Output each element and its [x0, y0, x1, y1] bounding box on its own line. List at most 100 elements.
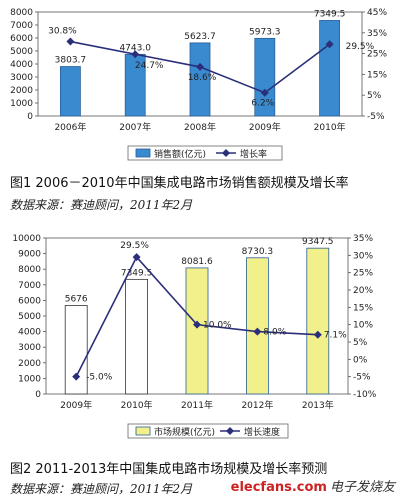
bar-value-label: 7349.5: [121, 268, 153, 278]
growth-label: 30.8%: [48, 27, 77, 37]
x-tick-label: 2007年: [119, 121, 151, 133]
y-right-tick-label: -5%: [353, 373, 371, 383]
chart-1-svg: 0 1000 2000 3000 4000 5000 6000 7000 8000 -5% 5% 15…: [10, 8, 387, 161]
watermark-brand: elecfans.com: [230, 480, 327, 495]
y-left-tick-label: 1000: [10, 99, 33, 109]
bar-value-label: 7349.5: [314, 9, 346, 19]
bar: [245, 257, 269, 395]
growth-label: -5.0%: [86, 373, 113, 383]
bar-value-label: 4743.0: [119, 43, 151, 53]
legend-bar-swatch: [135, 148, 151, 158]
chart-2-svg: 0 1000 2000 3000 4000 5000 6000 7000 8000 9000 100…: [12, 234, 377, 439]
growth-point: [132, 253, 141, 262]
y-left-tick-label: 5000: [10, 47, 33, 57]
y-left-tick-label: 4000: [10, 60, 33, 70]
bar: [185, 267, 209, 395]
bar-value-label: 9347.5: [302, 237, 334, 247]
y-left-tick-label: 4000: [18, 328, 41, 338]
y-right-tick-label: 20%: [353, 286, 373, 296]
bar: [189, 42, 211, 117]
y-left-tick-label: 6000: [10, 34, 33, 44]
elecfans-watermark: elecfans.com 电子发烧友: [231, 476, 395, 495]
y-right-tick-label: -10%: [353, 390, 377, 400]
legend: 销售额(亿元) 增长率: [127, 145, 283, 161]
bar: [64, 305, 88, 395]
legend-line-label: 增长速度: [244, 426, 280, 438]
y-right-tick-label: -5%: [367, 112, 385, 122]
y-right-tick-label: 15%: [353, 303, 373, 313]
bar-value-label: 5973.3: [249, 27, 281, 37]
bar-value-label: 8730.3: [242, 247, 274, 257]
legend-bar-swatch: [135, 426, 151, 436]
growth-label: 8.0%: [263, 328, 286, 338]
growth-point: [196, 62, 204, 71]
y-left-tick-label: 2000: [18, 359, 41, 369]
chart-1-sales-scale: 0 1000 2000 3000 4000 5000 6000 7000 8000 -5% 5% 15…: [0, 0, 401, 168]
x-tick-label: 2008年: [184, 121, 216, 133]
chart-1-source: 数据来源：赛迪顾问，2011年2月: [10, 198, 193, 212]
y-left-tick-label: 1000: [18, 374, 41, 384]
chart-2-forecast: 0 1000 2000 3000 4000 5000 6000 7000 8000 9000 100…: [0, 228, 401, 460]
legend-bar-label: 销售额(亿元): [154, 148, 206, 160]
y-right-tick-label: 45%: [367, 8, 387, 18]
bar: [319, 20, 341, 117]
growth-label: 6.2%: [251, 99, 274, 109]
y-right-tick-label: 0%: [353, 355, 368, 365]
y-left-tick-label: 3000: [18, 343, 41, 353]
legend-bar-label: 市场规模(亿元): [154, 426, 215, 438]
y-right-tick-label: 5%: [353, 338, 368, 348]
growth-point: [131, 50, 140, 59]
bar-value-label: 8081.6: [181, 257, 213, 267]
y-left-tick-label: 7000: [10, 21, 33, 31]
bar-value-label: 5676: [65, 294, 88, 304]
x-tick-label: 2009年: [249, 121, 281, 133]
y-right-tick-label: 35%: [367, 29, 387, 39]
y-left-tick-label: 6000: [18, 296, 41, 306]
growth-label: 7.1%: [324, 331, 347, 341]
legend-box: [127, 145, 283, 161]
x-tick-label: 2013年: [302, 399, 334, 411]
y-right-tick-label: 25%: [353, 269, 373, 279]
growth-label: 18.6%: [188, 73, 217, 83]
legend-box: [127, 423, 289, 439]
chart-1-title: 图1 2006－2010年中国集成电路市场销售额规模及增长率: [10, 176, 349, 191]
x-tick-label: 2012年: [241, 399, 273, 411]
y-left-tick-label: 8000: [18, 265, 41, 275]
growth-point: [193, 320, 201, 329]
growth-label: 29.5%: [346, 42, 375, 52]
x-tick-label: 2010年: [314, 121, 346, 133]
bar: [60, 66, 81, 117]
x-tick-label: 2006年: [54, 121, 86, 133]
y-left-tick-label: 9000: [18, 250, 41, 260]
bar: [306, 247, 330, 395]
y-left-tick-label: 0: [35, 390, 41, 400]
y-right-tick-label: 5%: [367, 91, 382, 101]
bar: [254, 37, 276, 117]
growth-point: [66, 37, 75, 46]
y-right-tick-label: 30%: [353, 251, 373, 261]
y-right-tick-label: 25%: [367, 50, 387, 60]
bar-value-label: 3803.7: [55, 56, 87, 66]
y-right-tick-label: 15%: [367, 70, 387, 80]
growth-point: [260, 88, 269, 97]
chart-2-title: 图2 2011-2013年中国集成电路市场规模及增长率预测: [10, 462, 328, 477]
legend-line-marker: [226, 427, 234, 435]
y-left-tick-label: 10000: [12, 234, 41, 244]
growth-point: [72, 372, 81, 381]
x-tick-label: 2009年: [60, 399, 92, 411]
y-right-tick-label: 35%: [353, 234, 373, 244]
y-left-tick-label: 2000: [10, 86, 33, 96]
y-left-tick-label: 3000: [10, 73, 33, 83]
legend-line-label: 增长率: [240, 148, 267, 160]
watermark-cn: 电子发烧友: [329, 480, 395, 495]
growth-point: [313, 330, 322, 339]
bar-value-label: 5623.7: [184, 32, 216, 42]
y-left-tick-label: 8000: [10, 8, 33, 18]
y-left-tick-label: 0: [27, 112, 33, 122]
growth-label: 10.0%: [203, 321, 232, 331]
x-tick-label: 2011年: [181, 399, 213, 411]
growth-point: [253, 327, 262, 336]
growth-label: 29.5%: [120, 241, 149, 251]
chart-2-source: 数据来源：赛迪顾问，2011年2月: [10, 482, 193, 496]
y-left-tick-label: 5000: [18, 312, 41, 322]
